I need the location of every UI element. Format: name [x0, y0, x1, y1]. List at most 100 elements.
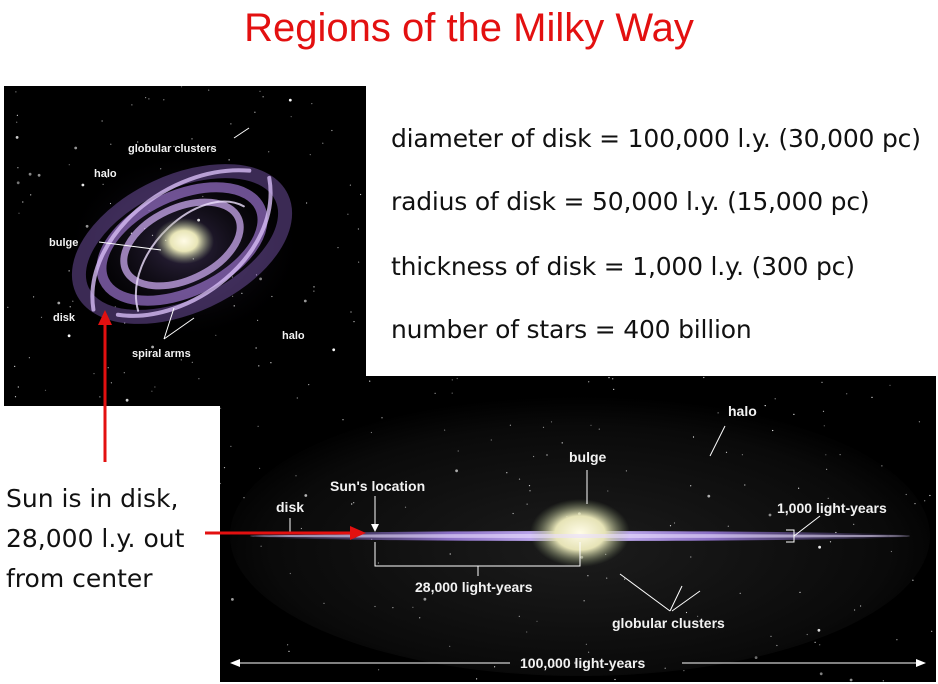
star-dot: [106, 176, 108, 178]
star-dot: [85, 224, 89, 228]
star-dot: [583, 600, 585, 602]
star-dot: [331, 129, 333, 132]
star-dot: [881, 465, 883, 467]
star-dot: [15, 91, 17, 93]
star-dot: [18, 212, 20, 214]
star-dot: [287, 644, 289, 646]
star-dot: [28, 172, 32, 176]
star-dot: [890, 550, 893, 553]
star-dot: [870, 506, 872, 508]
star-dot: [28, 357, 30, 359]
star-dot: [14, 365, 16, 367]
star-dot: [131, 104, 133, 106]
star-dot: [423, 597, 427, 601]
star-dot: [768, 513, 772, 517]
star-dot: [849, 678, 853, 682]
star-dot: [14, 396, 17, 398]
star-dot: [323, 602, 325, 604]
star-dot: [145, 97, 147, 99]
star-dot: [692, 436, 695, 438]
star-dot: [270, 362, 272, 364]
star-dot: [337, 247, 339, 249]
sun-note-line-2: 28,000 l.y. out: [6, 524, 185, 553]
star-dot: [889, 384, 891, 386]
star-dot: [612, 378, 614, 380]
star-dot: [814, 641, 816, 643]
star-dot: [827, 497, 829, 499]
star-dot: [664, 667, 666, 669]
star-dot: [173, 145, 175, 147]
star-dot: [451, 379, 453, 381]
star-dot: [288, 98, 292, 102]
star-dot: [912, 579, 914, 581]
star-dot: [683, 670, 685, 672]
globular-leader-line-2: [669, 585, 683, 612]
star-dot: [588, 381, 590, 383]
star-dot: [798, 487, 800, 489]
star-dot: [451, 392, 453, 394]
star-dot: [853, 523, 855, 525]
star-dot: [99, 396, 101, 398]
star-dot: [191, 361, 193, 363]
star-dot: [15, 136, 19, 139]
star-dot: [16, 181, 20, 185]
star-dot: [357, 228, 359, 230]
star-dot: [860, 605, 862, 607]
star-dot: [33, 296, 35, 298]
star-dot: [295, 475, 297, 477]
star-dot: [590, 424, 592, 426]
star-dot: [457, 450, 459, 452]
star-dot: [456, 377, 458, 380]
star-dot: [308, 384, 310, 386]
star-dot: [215, 334, 217, 336]
star-dot: [822, 410, 825, 412]
star-dot: [358, 261, 360, 263]
globular-leader-line-1: [619, 573, 671, 612]
star-dot: [518, 478, 521, 480]
star-dot: [110, 382, 112, 384]
spiral-arms-shape: [71, 164, 293, 324]
star-dot: [512, 512, 514, 515]
star-dot: [905, 493, 907, 496]
star-dot: [819, 644, 821, 646]
star-dot: [764, 405, 766, 407]
star-dot: [102, 183, 104, 185]
star-dot: [449, 553, 451, 555]
star-dot: [68, 164, 70, 166]
star-dot: [716, 627, 718, 629]
diameter-arrowhead-right: [916, 659, 926, 667]
star-dot: [107, 367, 109, 369]
star-dot: [233, 305, 235, 307]
page-title: Regions of the Milky Way: [244, 6, 694, 50]
star-dot: [125, 398, 129, 402]
star-dot: [259, 90, 261, 92]
star-dot: [598, 428, 600, 430]
star-dot: [673, 522, 676, 524]
sun-marker-arrowhead: [371, 524, 379, 532]
star-dot: [123, 372, 125, 374]
star-dot: [146, 143, 148, 145]
sun-note-line-1: Sun is in disk,: [6, 484, 179, 513]
star-dot: [821, 381, 823, 383]
star-dot: [526, 503, 528, 505]
star-dot: [374, 605, 376, 608]
star-dot: [243, 497, 245, 499]
star-dot: [303, 299, 307, 303]
star-dot: [369, 380, 371, 382]
edge-on-galaxy-image: halo bulge Sun's location disk 1,000 lig…: [220, 376, 936, 682]
star-dot: [259, 467, 261, 469]
star-dot: [231, 598, 234, 601]
star-dot: [624, 578, 626, 580]
star-dot: [17, 386, 19, 388]
star-dot: [931, 630, 933, 632]
star-dot: [528, 485, 531, 487]
star-dot: [542, 426, 545, 428]
bulge-leader-line: [98, 241, 162, 251]
star-dot: [669, 525, 672, 527]
label-sun-distance: 28,000 light-years: [415, 579, 533, 595]
star-dot: [754, 656, 758, 659]
star-dot: [228, 159, 230, 161]
star-dot: [198, 378, 200, 380]
star-dot: [509, 424, 511, 426]
star-dot: [378, 669, 380, 671]
